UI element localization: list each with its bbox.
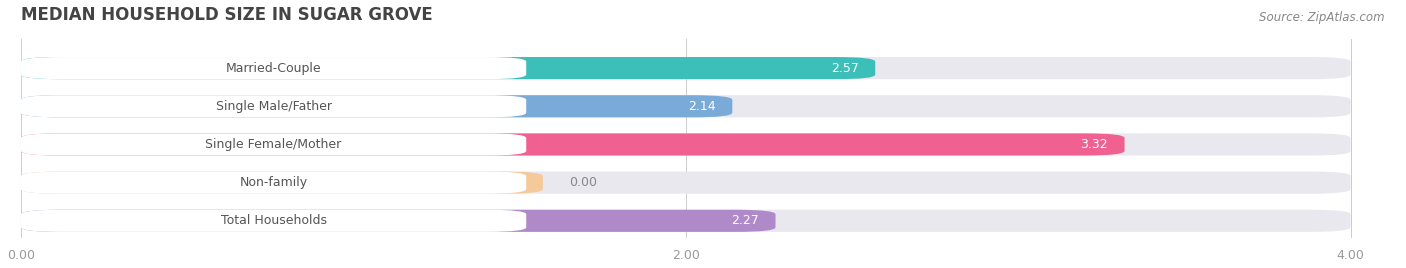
FancyBboxPatch shape [21, 57, 1351, 79]
FancyBboxPatch shape [21, 57, 876, 79]
FancyBboxPatch shape [21, 95, 526, 117]
FancyBboxPatch shape [21, 172, 1351, 194]
Text: Total Households: Total Households [221, 214, 326, 227]
Text: 3.32: 3.32 [1080, 138, 1108, 151]
FancyBboxPatch shape [21, 95, 1351, 117]
Text: MEDIAN HOUSEHOLD SIZE IN SUGAR GROVE: MEDIAN HOUSEHOLD SIZE IN SUGAR GROVE [21, 6, 433, 24]
Text: Non-family: Non-family [239, 176, 308, 189]
Text: 0.00: 0.00 [569, 176, 598, 189]
Text: 2.57: 2.57 [831, 62, 859, 75]
FancyBboxPatch shape [21, 133, 1125, 155]
FancyBboxPatch shape [21, 210, 776, 232]
FancyBboxPatch shape [21, 133, 1351, 155]
FancyBboxPatch shape [21, 210, 1351, 232]
FancyBboxPatch shape [21, 210, 526, 232]
FancyBboxPatch shape [21, 133, 526, 155]
FancyBboxPatch shape [21, 172, 526, 194]
FancyBboxPatch shape [21, 95, 733, 117]
Text: Single Male/Father: Single Male/Father [215, 100, 332, 113]
Text: 2.14: 2.14 [688, 100, 716, 113]
Text: Source: ZipAtlas.com: Source: ZipAtlas.com [1260, 11, 1385, 24]
FancyBboxPatch shape [21, 172, 543, 194]
Text: 2.27: 2.27 [731, 214, 759, 227]
Text: Single Female/Mother: Single Female/Mother [205, 138, 342, 151]
FancyBboxPatch shape [21, 57, 526, 79]
Text: Married-Couple: Married-Couple [226, 62, 322, 75]
